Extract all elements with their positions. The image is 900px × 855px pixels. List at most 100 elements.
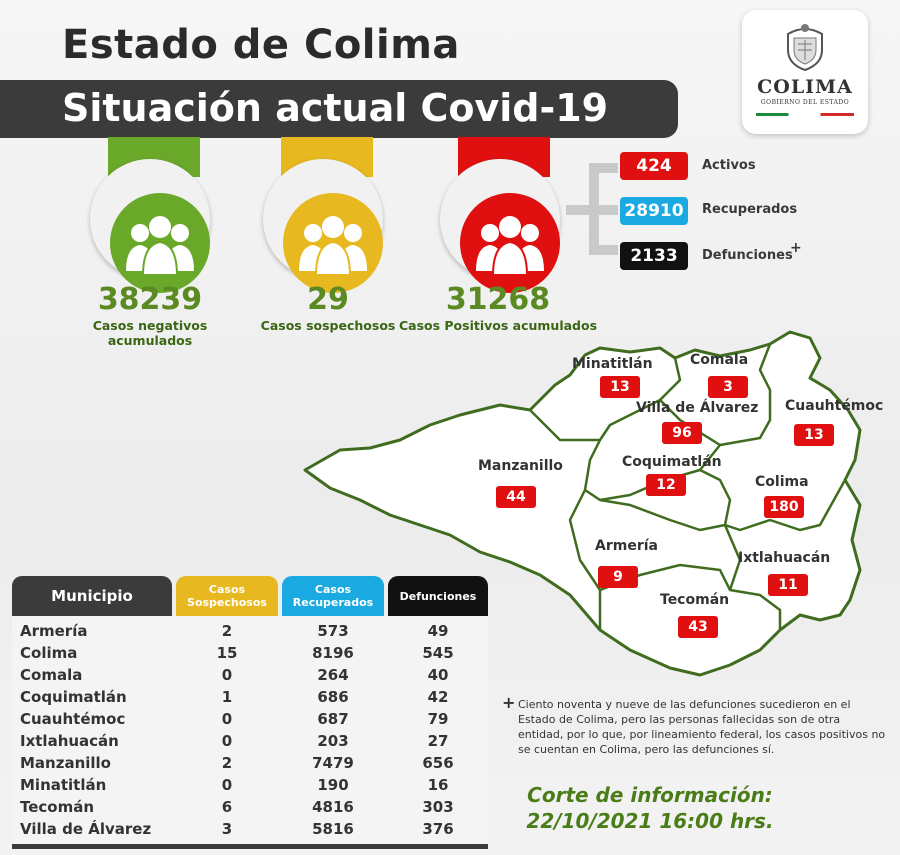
note-plus-mark: + (502, 693, 516, 712)
stat-label: Casos Positivos acumulados (398, 318, 598, 333)
people-group-icon (110, 193, 210, 293)
cutoff-label: Corte de información: (527, 783, 773, 807)
stat-value: 31268 (445, 282, 551, 317)
municipio-name: Manzanillo (20, 754, 111, 772)
table-row: Ixtlahuacán 0 203 27 (12, 730, 488, 752)
stat-circle-2 (263, 137, 393, 293)
cutoff-info: Corte de información: 22/10/2021 16:00 h… (520, 782, 780, 834)
table-row: Comala 0 264 40 (12, 664, 488, 686)
municipio-name: Coquimatlán (20, 688, 127, 706)
table-cell: 16 (427, 776, 449, 794)
people-group-icon (283, 193, 383, 293)
municipio-name: Comala (20, 666, 83, 684)
table-header: Defunciones (388, 576, 488, 616)
map-outline (303, 330, 862, 677)
breakdown-label: Defunciones (702, 248, 793, 263)
table-row: Colima 15 8196 545 (12, 642, 488, 664)
map-label: Coquimatlán (622, 454, 722, 470)
table-cell: 656 (422, 754, 454, 772)
colima-map: Minatitlán 13 Comala 3 Villa de Álvarez 96 Cua… (300, 330, 900, 680)
table-cell: 42 (427, 688, 449, 706)
municipio-name: Ixtlahuacán (20, 732, 119, 750)
table-cell: 303 (422, 798, 454, 816)
map-label: Tecomán (660, 592, 730, 608)
breakdown-label: Recuperados (702, 202, 798, 217)
map-value: 3 (708, 376, 748, 398)
table-header: Casos Sospechosos (176, 576, 278, 616)
table-cell: 2 (221, 622, 233, 640)
table-cell: 687 (317, 710, 349, 728)
map-value: 13 (794, 424, 834, 446)
stat-value: 38239 (97, 282, 203, 317)
table-cell: 79 (427, 710, 449, 728)
table-row: Cuauhtémoc 0 687 79 (12, 708, 488, 730)
breakdown-value-defunciones: 2133 (620, 242, 688, 270)
table-header: Municipio (12, 576, 172, 616)
table-row: Minatitlán 0 190 16 (12, 774, 488, 796)
stat-label: Casos sospechosos (260, 318, 396, 333)
defunciones-note: Ciento noventa y nueve de las defuncione… (518, 698, 886, 756)
map-label: Armería (595, 538, 658, 554)
table-cell: 203 (317, 732, 349, 750)
table-cell: 3 (221, 820, 233, 838)
municipio-name: Cuauhtémoc (20, 710, 126, 728)
table-cell: 7479 (312, 754, 354, 772)
table-row: Coquimatlán 1 686 42 (12, 686, 488, 708)
breakdown-value-activos: 424 (620, 152, 688, 180)
map-label: Comala (690, 352, 749, 368)
map-label: Minatitlán (572, 356, 653, 372)
table-cell: 49 (427, 622, 449, 640)
map-value: 13 (600, 376, 640, 398)
table-cell: 27 (427, 732, 449, 750)
people-group-icon (460, 193, 560, 293)
map-label: Cuauhtémoc (785, 398, 884, 414)
table-header: Casos Recuperados (282, 576, 384, 616)
stat-circle-3 (440, 137, 570, 293)
table-cell: 5816 (312, 820, 354, 838)
stat-circle-1 (90, 137, 220, 293)
coat-of-arms-icon (787, 24, 823, 72)
table-cell: 573 (317, 622, 349, 640)
breakdown-label: Activos (702, 158, 756, 173)
logo-name: COLIMA (757, 76, 853, 98)
stat-value: 29 (307, 282, 349, 317)
municipio-name: Minatitlán (20, 776, 107, 794)
page-subtitle: Situación actual Covid-19 (62, 86, 609, 130)
table-cell: 1 (221, 688, 233, 706)
map-value: 11 (768, 574, 808, 596)
table-cell: 15 (216, 644, 238, 662)
table-cell: 0 (221, 666, 233, 684)
table-cell: 190 (317, 776, 349, 794)
colima-logo: COLIMA GOBIERNO DEL ESTADO (742, 10, 868, 134)
cutoff-datetime: 22/10/2021 16:00 hrs. (526, 809, 774, 833)
plus-mark: + (790, 240, 802, 256)
table-base-bar (12, 844, 488, 849)
table-cell: 264 (317, 666, 349, 684)
table-cell: 4816 (312, 798, 354, 816)
map-label: Ixtlahuacán (738, 550, 831, 566)
map-value: 44 (496, 486, 536, 508)
table-cell: 0 (221, 776, 233, 794)
table-row: Tecomán 6 4816 303 (12, 796, 488, 818)
subtitle-bar (0, 80, 678, 138)
table-row: Manzanillo 2 7479 656 (12, 752, 488, 774)
table-cell: 8196 (312, 644, 354, 662)
logo-subtitle: GOBIERNO DEL ESTADO (760, 99, 850, 106)
logo-flag-stripe (756, 113, 854, 116)
map-label: Colima (755, 474, 809, 490)
map-label: Villa de Álvarez (636, 400, 759, 416)
page-title: Estado de Colima (62, 22, 460, 68)
table-row: Armería 2 573 49 (12, 620, 488, 642)
map-value: 96 (662, 422, 702, 444)
table-cell: 0 (221, 710, 233, 728)
table-cell: 2 (221, 754, 233, 772)
table-cell: 6 (221, 798, 233, 816)
map-value: 180 (764, 496, 804, 518)
map-label: Manzanillo (478, 458, 563, 474)
map-value: 12 (646, 474, 686, 496)
table-cell: 686 (317, 688, 349, 706)
municipio-name: Villa de Álvarez (20, 820, 152, 838)
table-cell: 545 (422, 644, 454, 662)
table-cell: 0 (221, 732, 233, 750)
map-value: 43 (678, 616, 718, 638)
